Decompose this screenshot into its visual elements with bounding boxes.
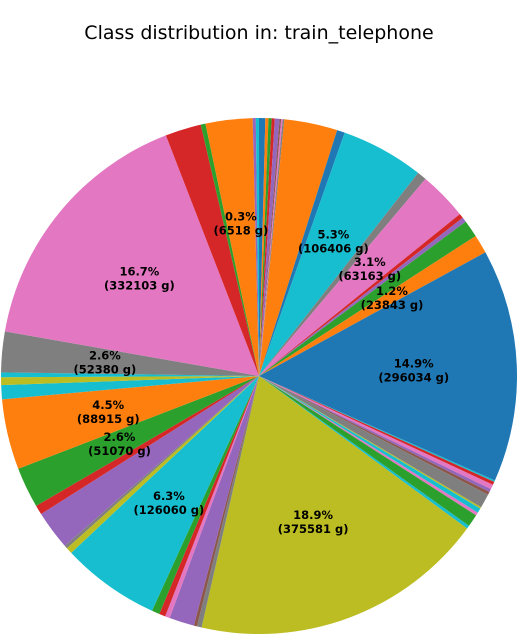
pie-slice-40 <box>36 376 259 515</box>
pie-slice-16 <box>259 235 486 376</box>
slice-label-36: 6.3% (126060 g) <box>134 489 205 517</box>
slice-label-50: 0.3% (6518 g) <box>214 209 269 237</box>
pie-slice-24 <box>259 376 482 509</box>
pie-slice-11 <box>259 172 426 376</box>
pie-slice-23 <box>259 376 489 508</box>
slice-label-46: 2.6% (52380 g) <box>74 349 137 377</box>
slice-label-12: 3.1% (63163 g) <box>338 255 401 283</box>
pie-slice-3 <box>259 118 275 376</box>
pie-slice-25 <box>259 376 481 513</box>
pie-slice-52 <box>255 118 259 376</box>
pie-slice-38 <box>64 376 260 549</box>
pie-slice-13 <box>259 214 463 376</box>
pie-slice-14 <box>259 217 466 376</box>
pie-slice-18 <box>259 376 495 482</box>
slice-label-16: 1.2% (23843 g) <box>361 284 424 312</box>
pie-slice-0 <box>259 118 266 376</box>
pie-slice-21 <box>259 376 491 492</box>
pie-slice-26 <box>259 376 478 516</box>
pie-slice-46 <box>1 331 260 376</box>
pie-slice-48 <box>165 124 259 376</box>
pie-slice-19 <box>259 376 495 485</box>
pie-slice-50 <box>205 118 259 376</box>
pie-slice-42 <box>2 376 260 469</box>
pie-slice-15 <box>259 221 476 376</box>
pie-slice-28 <box>259 376 469 529</box>
pie-slice-5 <box>259 118 282 376</box>
slice-label-17: 14.9% (296034 g) <box>378 357 449 385</box>
pie-slice-1 <box>259 118 269 376</box>
pie-slice-29 <box>201 376 468 634</box>
pie-slice-34 <box>159 376 259 617</box>
pie-slice-41 <box>18 376 259 506</box>
pie-slice-20 <box>259 376 493 490</box>
pie-slice-45 <box>0 372 259 378</box>
pie-slice-9 <box>259 130 345 376</box>
pie-slice-47 <box>4 135 260 376</box>
pie-slice-30 <box>196 376 259 628</box>
pie-slice-51 <box>252 118 259 377</box>
pie-slice-6 <box>259 118 283 377</box>
pie-slices <box>0 118 518 634</box>
slice-label-41: 2.6% (51070 g) <box>88 430 151 458</box>
pie-slice-12 <box>259 178 460 376</box>
pie-slice-4 <box>259 118 280 377</box>
pie-slice-43 <box>1 376 259 400</box>
pie-slice-44 <box>1 376 259 386</box>
slice-label-47: 16.7% (332103 g) <box>104 265 175 293</box>
pie-slice-39 <box>41 376 259 546</box>
pie-slice-2 <box>259 118 272 377</box>
pie-slice-49 <box>200 123 259 376</box>
pie-slice-36 <box>71 376 260 611</box>
pie-slice-17 <box>259 252 518 481</box>
pie-slice-8 <box>259 119 338 376</box>
slice-label-10: 5.3% (106406 g) <box>298 227 369 255</box>
pie-slice-33 <box>165 376 259 619</box>
pie-slice-22 <box>259 376 490 495</box>
pie-slice-31 <box>193 376 259 627</box>
pie-slice-37 <box>66 376 259 553</box>
pie-labels: 5.3% (106406 g)3.1% (63163 g)1.2% (23843 g)… <box>74 209 450 536</box>
pie-slice-7 <box>259 119 285 376</box>
chart-title: Class distribution in: train_telephone <box>84 22 434 44</box>
slice-label-42: 4.5% (88915 g) <box>77 398 140 426</box>
pie-slice-35 <box>151 376 259 614</box>
slice-label-29: 18.9% (375581 g) <box>278 508 349 536</box>
pie-slice-32 <box>169 376 259 626</box>
pie-slice-10 <box>259 132 419 376</box>
pie-slice-27 <box>259 376 477 526</box>
